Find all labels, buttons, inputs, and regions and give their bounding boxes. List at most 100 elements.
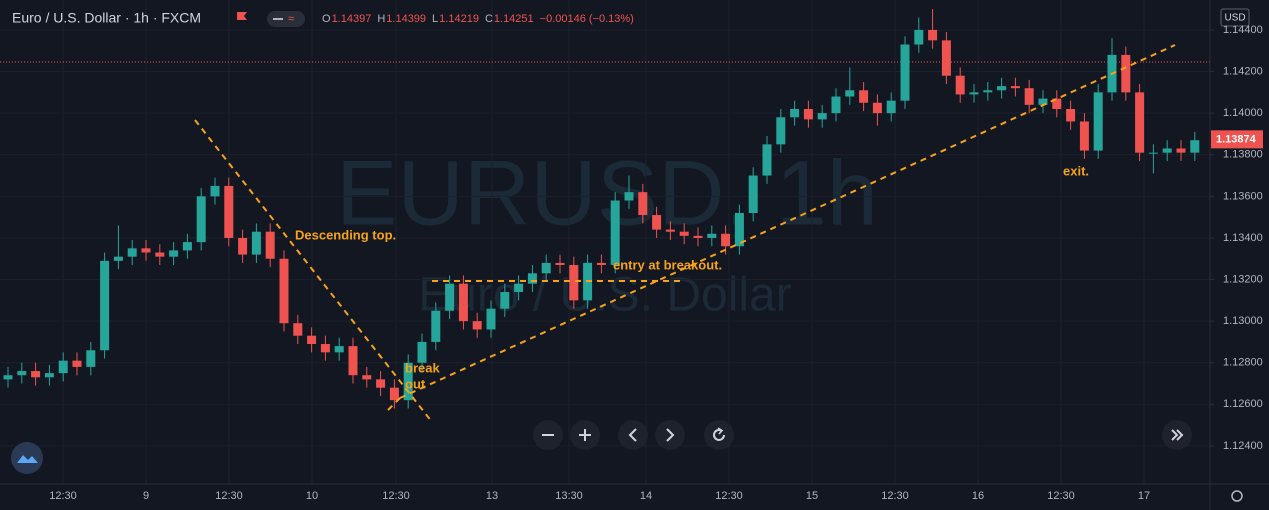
ohlc-label: H bbox=[377, 13, 385, 25]
trend-line bbox=[194, 119, 433, 423]
candle-body bbox=[1162, 148, 1172, 153]
candle-body bbox=[17, 371, 27, 376]
settings-button[interactable] bbox=[1231, 490, 1243, 502]
candle-body bbox=[3, 375, 13, 380]
x-tick-label: 9 bbox=[143, 490, 149, 502]
candle-body bbox=[610, 200, 620, 265]
candle-body bbox=[307, 335, 317, 345]
candle-body bbox=[997, 86, 1007, 91]
candle-body bbox=[113, 256, 123, 261]
x-tick-label: 12:30 bbox=[382, 490, 410, 502]
candle-body bbox=[210, 185, 220, 197]
candle-body bbox=[748, 175, 758, 213]
trend-line bbox=[387, 397, 401, 411]
candle-body bbox=[224, 185, 234, 238]
candle-body bbox=[72, 360, 82, 367]
x-tick-label: 13:30 bbox=[555, 490, 583, 502]
toggle-icon: ≈ bbox=[288, 13, 294, 25]
candle-body bbox=[817, 113, 827, 120]
y-tick-label: 1.12800 bbox=[1223, 357, 1263, 369]
candle-body bbox=[169, 250, 179, 257]
candle-body bbox=[914, 29, 924, 45]
candle-body bbox=[417, 341, 427, 363]
candle-body bbox=[376, 379, 386, 388]
candle-body bbox=[86, 350, 96, 367]
logo[interactable] bbox=[11, 442, 43, 474]
candle-body bbox=[1010, 86, 1020, 89]
candle-body bbox=[348, 346, 358, 376]
candle-body bbox=[803, 108, 813, 120]
candle-body bbox=[721, 233, 731, 247]
drawings bbox=[194, 44, 1176, 423]
candle-body bbox=[955, 75, 965, 95]
candle-body bbox=[872, 102, 882, 114]
x-tick-label: 12:30 bbox=[215, 490, 243, 502]
candle-body bbox=[596, 262, 606, 265]
currency[interactable]: USD bbox=[1224, 13, 1245, 24]
candle-body bbox=[693, 235, 703, 238]
candle-body bbox=[831, 96, 841, 114]
candle-body bbox=[279, 258, 289, 324]
candle-body bbox=[334, 346, 344, 353]
x-tick-label: 15 bbox=[806, 490, 818, 502]
candle-body bbox=[941, 40, 951, 76]
candle-body bbox=[320, 344, 330, 353]
candle-body bbox=[293, 323, 303, 336]
grid bbox=[0, 0, 1210, 484]
candle-body bbox=[679, 231, 689, 236]
watermark-description: Euro / U.S. Dollar bbox=[418, 269, 791, 322]
candle-body bbox=[486, 308, 496, 330]
candle-body bbox=[928, 29, 938, 41]
candle-body bbox=[44, 373, 54, 378]
trend-line bbox=[399, 44, 1176, 399]
currency-box[interactable] bbox=[1220, 8, 1250, 27]
scroll-right-button[interactable] bbox=[655, 420, 685, 450]
candle-body bbox=[1052, 98, 1062, 109]
x-tick-label: 14 bbox=[640, 490, 652, 502]
candle-body bbox=[1190, 140, 1200, 153]
candle-body bbox=[514, 283, 524, 293]
candle-body bbox=[859, 90, 869, 103]
y-tick-label: 1.13400 bbox=[1223, 232, 1263, 244]
candle-body bbox=[790, 108, 800, 118]
ohlc-value: 1.14397 bbox=[332, 13, 372, 25]
candle-body bbox=[127, 248, 137, 257]
candle-body bbox=[900, 44, 910, 101]
candle-body bbox=[182, 242, 192, 251]
annotation: out bbox=[405, 376, 426, 391]
candle-body bbox=[1024, 88, 1034, 105]
candle-body bbox=[431, 310, 441, 342]
x-tick-label: 13 bbox=[486, 490, 498, 502]
ohlc-label: L bbox=[432, 13, 438, 25]
symbol-title[interactable]: Euro / U.S. Dollar · 1h · FXCM bbox=[12, 10, 201, 26]
candle-body bbox=[776, 117, 786, 145]
ohlc-value: 1.14399 bbox=[386, 13, 426, 25]
y-tick-label: 1.14000 bbox=[1223, 107, 1263, 119]
candle-body bbox=[458, 283, 468, 322]
candle-body bbox=[472, 321, 482, 330]
scroll-to-end-button[interactable] bbox=[1162, 420, 1192, 450]
annotation: exit. bbox=[1063, 163, 1089, 178]
annotation: Descending top. bbox=[295, 227, 396, 242]
y-tick-label: 1.12400 bbox=[1223, 440, 1263, 452]
candle-body bbox=[969, 92, 979, 95]
candle-body bbox=[155, 252, 165, 257]
candle-body bbox=[403, 362, 413, 401]
flag-icon[interactable] bbox=[237, 12, 247, 20]
y-tick-label: 1.13200 bbox=[1223, 273, 1263, 285]
candle-body bbox=[265, 231, 275, 259]
zoom-out-button[interactable] bbox=[533, 420, 563, 450]
toggle[interactable] bbox=[267, 11, 305, 27]
reset-button[interactable] bbox=[704, 420, 734, 450]
candle-body bbox=[1135, 92, 1145, 153]
zoom-in-button[interactable] bbox=[570, 420, 600, 450]
scroll-left-button[interactable] bbox=[618, 420, 648, 450]
candle-body bbox=[569, 264, 579, 301]
candle-body bbox=[1066, 108, 1076, 122]
candle-body bbox=[665, 229, 675, 232]
x-tick-label: 12:30 bbox=[49, 490, 77, 502]
candle-body bbox=[31, 371, 41, 378]
x-tick-label: 12:30 bbox=[881, 490, 909, 502]
y-tick-label: 1.14200 bbox=[1223, 65, 1263, 77]
